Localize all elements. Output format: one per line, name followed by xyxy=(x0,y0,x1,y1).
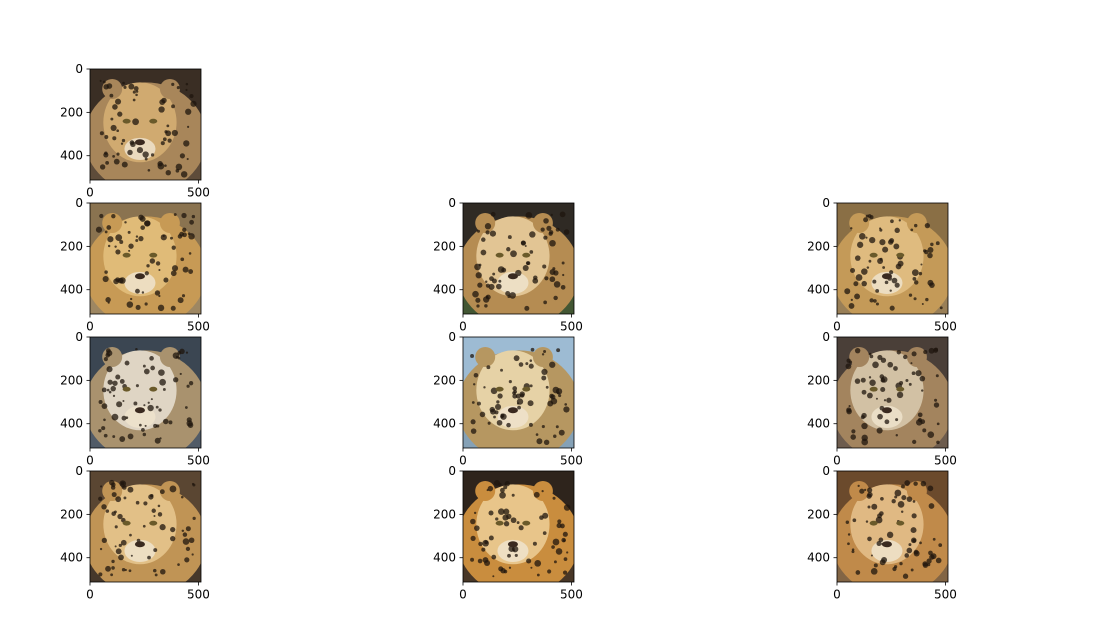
y-tick-label: 0 xyxy=(75,196,83,210)
x-tick-label: 0 xyxy=(833,588,841,602)
x-tick-label: 500 xyxy=(934,588,957,602)
jaguar-photo xyxy=(463,471,574,582)
y-tick-label: 400 xyxy=(433,283,456,297)
y-tick-label: 200 xyxy=(807,373,830,387)
axes-frame xyxy=(89,470,202,583)
panel-r3-c0: 0 200 400 0 500 xyxy=(60,464,210,602)
panel-r2-c1: 0 200 400 0 500 xyxy=(433,330,583,468)
x-tick-label: 500 xyxy=(934,320,957,334)
jaguar-photo xyxy=(90,337,201,448)
x-tick-label: 500 xyxy=(560,320,583,334)
y-tick-label: 0 xyxy=(822,464,830,478)
panel-r1-c1: 0 200 400 0 500 xyxy=(433,196,583,334)
y-tick-label: 0 xyxy=(75,464,83,478)
x-tick-label: 500 xyxy=(187,454,210,468)
x-tick-label: 0 xyxy=(833,320,841,334)
panel-r1-c0: 0 200 400 0 500 xyxy=(60,196,210,334)
jaguar-photo xyxy=(90,69,201,180)
panel-r2-c0: 0 200 400 0 500 xyxy=(60,330,210,468)
x-tick-label: 500 xyxy=(187,186,210,200)
axes-frame xyxy=(462,470,575,583)
jaguar-photo xyxy=(463,203,574,314)
y-tick-label: 200 xyxy=(807,507,830,521)
y-tick-label: 0 xyxy=(75,62,83,76)
y-tick-label: 0 xyxy=(822,330,830,344)
jaguar-photo xyxy=(90,203,201,314)
x-tick-label: 500 xyxy=(560,588,583,602)
y-tick-label: 400 xyxy=(807,417,830,431)
x-tick-label: 500 xyxy=(187,588,210,602)
axes-frame xyxy=(836,470,949,583)
y-tick-label: 400 xyxy=(60,283,83,297)
x-tick-label: 0 xyxy=(459,320,467,334)
jaguar-photo xyxy=(837,471,948,582)
panel-r2-c2: 0 200 400 0 500 xyxy=(807,330,957,468)
y-tick-label: 0 xyxy=(448,464,456,478)
y-tick-label: 400 xyxy=(60,551,83,565)
x-tick-label: 500 xyxy=(934,454,957,468)
y-tick-label: 400 xyxy=(60,149,83,163)
y-tick-label: 0 xyxy=(448,196,456,210)
y-tick-label: 0 xyxy=(822,196,830,210)
y-tick-label: 200 xyxy=(60,507,83,521)
y-tick-label: 400 xyxy=(807,283,830,297)
axes-frame xyxy=(462,336,575,449)
y-tick-label: 200 xyxy=(60,373,83,387)
y-tick-label: 400 xyxy=(433,417,456,431)
x-tick-label: 0 xyxy=(833,454,841,468)
jaguar-photo xyxy=(463,337,574,448)
jaguar-photo xyxy=(837,203,948,314)
axes-frame xyxy=(89,336,202,449)
y-tick-label: 400 xyxy=(433,551,456,565)
y-tick-label: 0 xyxy=(448,330,456,344)
jaguar-photo xyxy=(837,337,948,448)
y-tick-label: 400 xyxy=(807,551,830,565)
panel-r0-c0: 0 200 400 0 500 xyxy=(60,62,210,200)
y-tick-label: 200 xyxy=(433,507,456,521)
axes-frame xyxy=(462,202,575,315)
x-tick-label: 0 xyxy=(86,320,94,334)
x-tick-label: 0 xyxy=(86,454,94,468)
jaguar-photo xyxy=(90,471,201,582)
panel-r3-c1: 0 200 400 0 500 xyxy=(433,464,583,602)
axes-frame xyxy=(89,202,202,315)
y-tick-label: 200 xyxy=(60,239,83,253)
y-tick-label: 200 xyxy=(60,105,83,119)
x-tick-label: 0 xyxy=(86,588,94,602)
x-tick-label: 0 xyxy=(459,588,467,602)
x-tick-label: 500 xyxy=(560,454,583,468)
y-tick-label: 200 xyxy=(807,239,830,253)
x-tick-label: 0 xyxy=(459,454,467,468)
y-tick-label: 400 xyxy=(60,417,83,431)
x-tick-label: 0 xyxy=(86,186,94,200)
y-tick-label: 200 xyxy=(433,239,456,253)
y-tick-label: 0 xyxy=(75,330,83,344)
panel-r3-c2: 0 200 400 0 500 xyxy=(807,464,957,602)
axes-frame xyxy=(89,68,202,181)
y-tick-label: 200 xyxy=(433,373,456,387)
panel-r1-c2: 0 200 400 0 500 xyxy=(807,196,957,334)
axes-frame xyxy=(836,336,949,449)
axes-frame xyxy=(836,202,949,315)
x-tick-label: 500 xyxy=(187,320,210,334)
